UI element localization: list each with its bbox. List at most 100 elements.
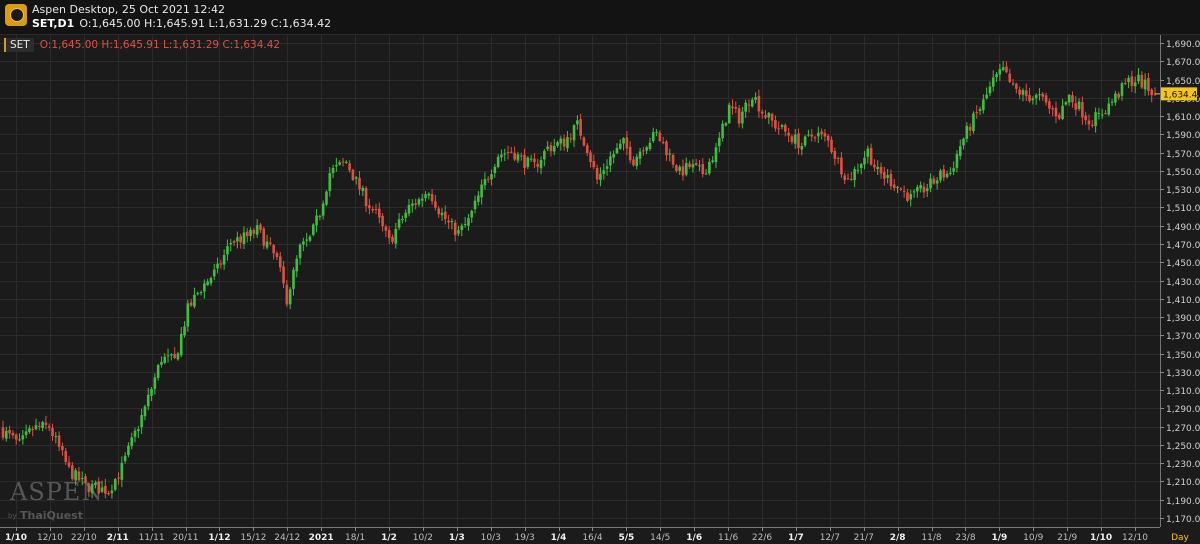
candle: [800, 142, 804, 156]
x-tick-label: 22/10: [71, 533, 97, 543]
candle-body: [496, 156, 500, 168]
candle-body: [71, 465, 74, 479]
candle-body: [820, 131, 823, 135]
candle: [909, 189, 913, 207]
candle: [1048, 98, 1051, 114]
candle-body: [80, 477, 84, 479]
candle-body: [843, 175, 847, 181]
candle-body: [965, 125, 969, 139]
candle-body: [635, 156, 639, 166]
candle-body: [757, 95, 761, 112]
candle: [140, 408, 143, 435]
candle-body: [780, 125, 784, 127]
candle: [605, 159, 609, 176]
candle-body: [519, 155, 523, 157]
candle-body: [975, 112, 979, 114]
candle: [988, 81, 992, 97]
candle-body: [18, 439, 21, 441]
x-tick-label: 2/8: [890, 533, 906, 543]
candle: [255, 219, 259, 238]
candle: [21, 430, 25, 445]
candle-body: [1081, 102, 1084, 118]
candle-body: [754, 97, 757, 100]
x-tick-label: 2/11: [107, 533, 129, 543]
y-tick-label: 1,670.00: [1166, 58, 1200, 68]
candle-body: [1110, 101, 1114, 103]
series-legend[interactable]: SET O:1,645.00 H:1,645.91 L:1,631.29 C:1,…: [4, 38, 280, 53]
candle-body: [480, 184, 483, 198]
candle-body: [549, 145, 553, 152]
candle-body: [371, 208, 374, 211]
candle-body: [562, 138, 566, 147]
candle: [163, 353, 167, 365]
y-tick-label: 1,690.00: [1166, 40, 1200, 50]
candle-body: [576, 120, 579, 125]
candle: [609, 151, 612, 173]
candle: [632, 155, 635, 167]
candle-body: [31, 428, 35, 430]
candle-body: [170, 354, 173, 356]
candle: [912, 189, 916, 198]
candle-body: [427, 193, 431, 196]
candle-body: [404, 212, 408, 219]
candle: [262, 226, 266, 250]
y-tick-label: 1,230.00: [1166, 460, 1200, 470]
candle-body: [767, 112, 771, 118]
candle: [625, 131, 629, 156]
candle: [1008, 68, 1012, 83]
candle: [939, 168, 942, 183]
candle-body: [691, 164, 695, 168]
candle: [315, 209, 318, 233]
candle-body: [661, 142, 665, 144]
candle: [833, 147, 837, 166]
candle-body: [259, 224, 262, 231]
candle: [533, 153, 536, 169]
candle-body: [377, 208, 381, 218]
candle-body: [708, 161, 711, 174]
aspen-logo-icon: [5, 4, 27, 26]
candle-body: [701, 164, 705, 175]
candle-body: [902, 190, 906, 192]
candle-body: [473, 200, 477, 210]
candle-body: [727, 104, 731, 124]
series-tag[interactable]: SET: [4, 38, 34, 52]
candle-body: [618, 143, 622, 149]
candle-body: [793, 134, 797, 144]
time-axis[interactable]: 1/10 12/10 22/10 2/11 11/11 20/11 1/12 15/12 24/…: [0, 527, 1190, 543]
candle: [47, 423, 51, 432]
candle-body: [972, 113, 975, 132]
candle-body: [1130, 76, 1134, 86]
candle-body: [282, 266, 285, 284]
price-axis[interactable]: 1,690.001,670.001,650.001,630.001,610.00…: [1160, 34, 1200, 527]
candle-body: [146, 394, 150, 407]
candle: [94, 480, 97, 489]
candle: [681, 159, 685, 181]
candle-body: [269, 242, 272, 244]
candle: [209, 276, 213, 286]
candle-body: [929, 178, 932, 189]
candle-body: [1150, 89, 1153, 96]
candle: [708, 158, 711, 176]
candle: [1100, 108, 1104, 119]
candle-body: [982, 99, 985, 111]
candle-body: [272, 245, 275, 254]
candle-body: [1120, 83, 1124, 96]
timeframe-label[interactable]: Day: [1171, 533, 1189, 543]
candle-body: [305, 239, 308, 241]
candle: [850, 172, 853, 181]
candle: [269, 237, 272, 246]
candle-body: [311, 224, 315, 235]
candle-body: [1133, 82, 1137, 87]
candle-body: [506, 151, 510, 153]
x-tick-label: 22/6: [752, 533, 772, 543]
y-tick-label: 1,370.00: [1166, 332, 1200, 342]
candle-body: [315, 215, 318, 226]
candle: [318, 214, 322, 221]
candle-body: [447, 220, 450, 223]
candle: [196, 291, 200, 296]
candle-body: [615, 147, 619, 154]
candle: [787, 127, 790, 143]
candle: [1051, 105, 1054, 117]
candle-body: [1094, 112, 1097, 127]
